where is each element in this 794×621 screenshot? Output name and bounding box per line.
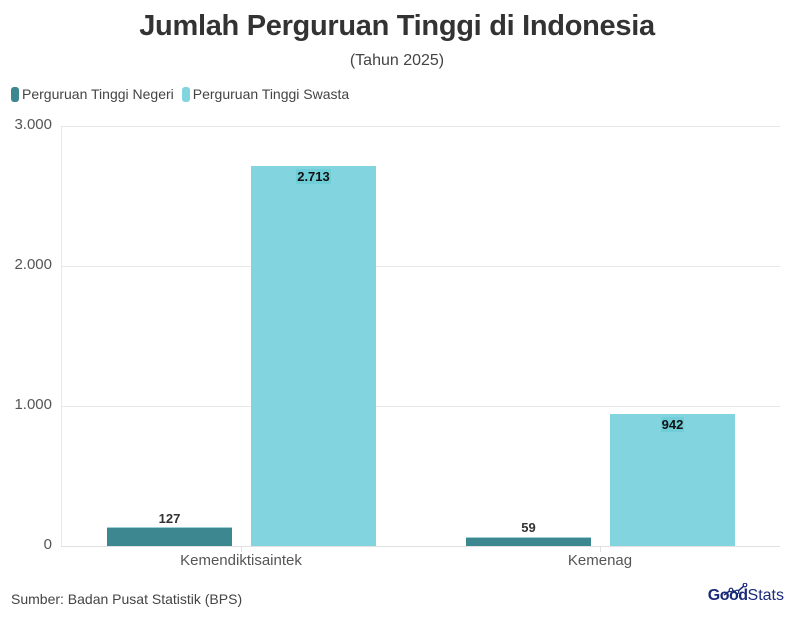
bar-label-kemenag-swasta: 942 (610, 417, 735, 432)
goodstats-logo: Good Stats (707, 583, 784, 605)
legend-label-swasta: Perguruan Tinggi Swasta (192, 86, 350, 102)
bar-kemendik-negeri[interactable] (107, 527, 232, 546)
xtick-mark-kemenag (600, 546, 601, 552)
xtick-mark-kemendik (241, 546, 242, 552)
logo-stats-text: Stats (747, 587, 784, 604)
logo-good-text: Good (707, 587, 748, 604)
ytick-1000: 1.000 (14, 396, 52, 413)
xtick-kemenag: Kemenag (567, 552, 633, 569)
bar-label-kemendik-negeri: 127 (158, 511, 181, 526)
legend-label-negeri: Perguruan Tinggi Negeri (22, 86, 174, 102)
legend-item-swasta[interactable]: Perguruan Tinggi Swasta (181, 86, 350, 102)
gridline-0 (61, 546, 780, 547)
legend-swatch-negeri (11, 86, 19, 102)
gridline-1000 (61, 406, 780, 407)
legend: Perguruan Tinggi Negeri Perguruan Tinggi… (11, 86, 357, 102)
bar-kemenag-negeri[interactable] (466, 537, 591, 546)
trend-line-icon (723, 583, 748, 596)
xtick-kemendik: Kemendiktisaintek (180, 552, 302, 569)
gridline-2000 (61, 266, 780, 267)
chart-title: Jumlah Perguruan Tinggi di Indonesia (139, 10, 655, 42)
bar-value-kemendik-swasta: 2.713 (296, 169, 331, 184)
plot-area: 127 2.713 59 942 (61, 126, 780, 547)
bar-label-kemenag-negeri: 59 (521, 520, 536, 535)
ytick-2000: 2.000 (14, 256, 52, 273)
ytick-3000: 3.000 (14, 116, 52, 133)
legend-swatch-swasta (181, 86, 190, 102)
ytick-0: 0 (43, 536, 52, 553)
legend-item-negeri[interactable]: Perguruan Tinggi Negeri (11, 86, 174, 102)
bar-label-kemendik-swasta: 2.713 (251, 169, 376, 184)
bar-value-kemenag-swasta: 942 (660, 417, 685, 432)
bar-kemenag-swasta[interactable] (610, 414, 735, 546)
gridline-3000 (61, 126, 780, 127)
y-axis-line (61, 126, 62, 546)
source-note: Sumber: Badan Pusat Statistik (BPS) (11, 591, 243, 607)
bar-kemendik-swasta[interactable] (251, 166, 376, 546)
chart-subtitle: (Tahun 2025) (349, 52, 445, 69)
